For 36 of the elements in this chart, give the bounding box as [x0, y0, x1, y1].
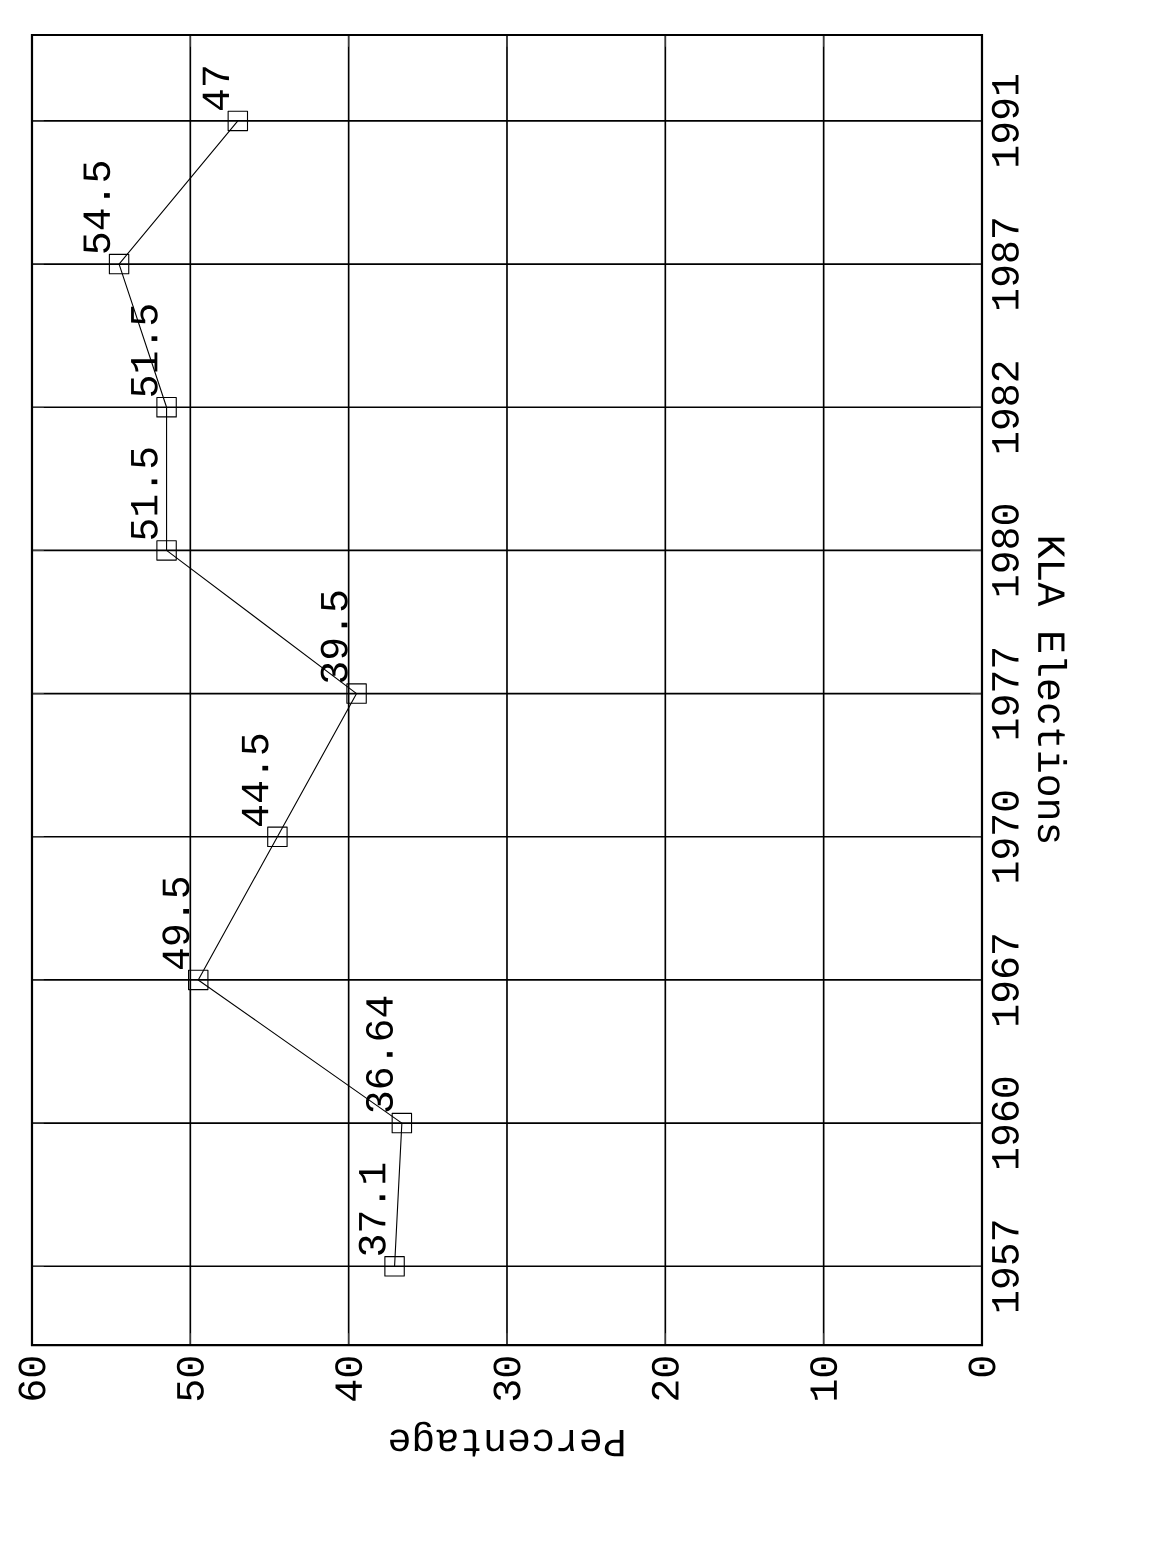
x-tick-label: 60 [18, 1357, 46, 1400]
x-tick-label: 10 [810, 1357, 838, 1400]
data-label: 39.5 [320, 591, 348, 683]
point [187, 969, 209, 991]
y-tick-label: 1957 [991, 1221, 1019, 1312]
x-axis-title: Percentage [390, 1421, 624, 1457]
data-label: 36.64 [365, 996, 393, 1112]
y-tick-label: 1977 [991, 648, 1019, 739]
data-label: 37.1 [358, 1163, 386, 1255]
y-tick-label: 1987 [991, 219, 1019, 310]
point [156, 396, 177, 418]
y-tick-label: 1970 [991, 791, 1019, 882]
x-tick-label: 20 [651, 1357, 679, 1400]
x-tick-label: 50 [176, 1357, 204, 1401]
point [156, 540, 177, 561]
y-tick-label: 1967 [991, 935, 1019, 1025]
data-label: 51.5 [131, 448, 158, 540]
y-tick-label: 1991 [991, 74, 1019, 166]
point [227, 110, 249, 132]
y-axis-title: KLA Elections [1037, 537, 1068, 843]
data-label: 51.5 [131, 305, 158, 396]
data-label: 49.5 [162, 877, 190, 970]
y-tick-label: 1982 [991, 362, 1019, 453]
data-label: 44.5 [241, 734, 269, 826]
point [384, 1256, 405, 1277]
data-label: 47 [202, 67, 229, 111]
x-tick-label: 40 [335, 1357, 363, 1401]
data-label: 54.5 [83, 162, 111, 253]
point [391, 1112, 413, 1134]
point [346, 683, 367, 704]
x-tick-label: 30 [493, 1357, 521, 1401]
point [267, 826, 288, 847]
y-tick-label: 1980 [991, 505, 1019, 596]
x-tick-label: 0 [968, 1357, 996, 1377]
y-tick-label: 1960 [991, 1077, 1019, 1169]
point [108, 253, 130, 275]
